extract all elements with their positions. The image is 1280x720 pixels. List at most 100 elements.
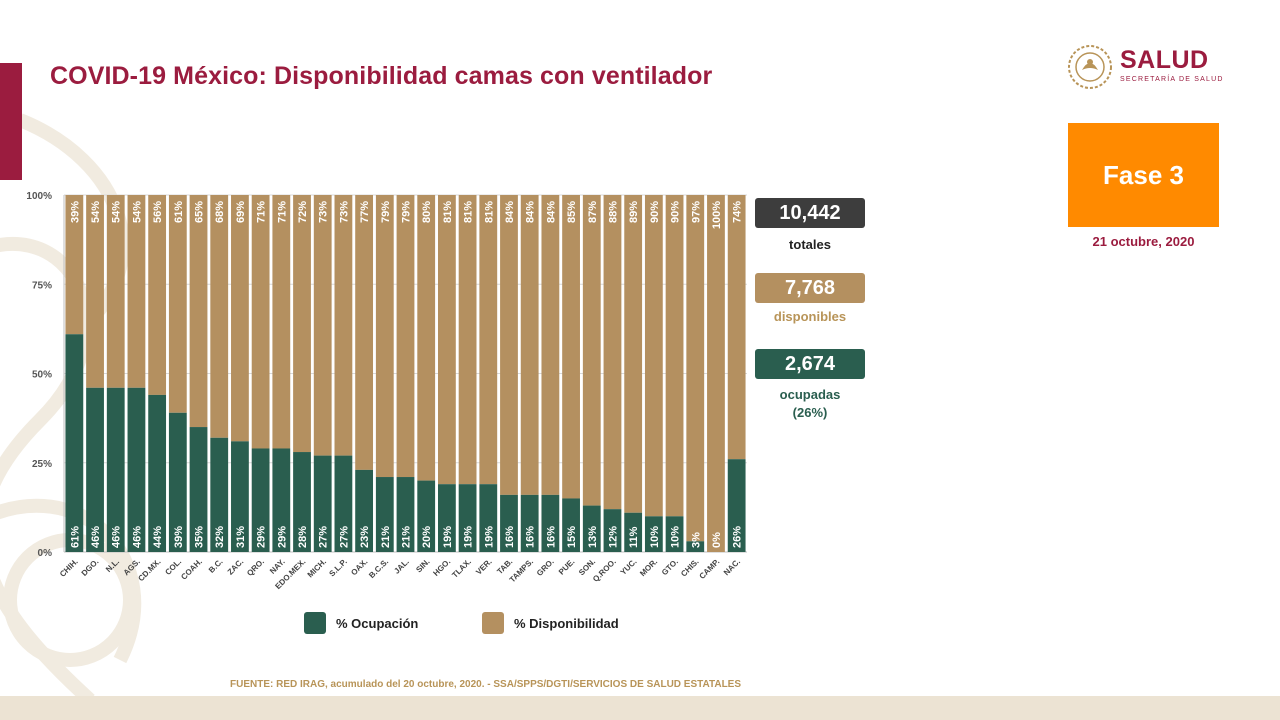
bar-occupancy xyxy=(603,509,622,552)
occupancy-data-label: 19% xyxy=(442,526,454,548)
bar-availability xyxy=(562,195,580,499)
y-tick-label: 25% xyxy=(32,459,52,470)
bar-occupancy xyxy=(417,480,436,552)
occupancy-data-label: 19% xyxy=(483,526,495,548)
eagle-emblem-icon xyxy=(1068,45,1112,89)
occupancy-data-label: 13% xyxy=(587,526,599,548)
occupancy-data-label: 29% xyxy=(276,526,288,548)
bar-availability xyxy=(168,195,187,413)
bar-availability xyxy=(541,195,560,495)
availability-data-label: 90% xyxy=(649,201,661,223)
bar-availability xyxy=(106,195,125,388)
bar-occupancy xyxy=(665,516,684,552)
x-tick-label: YUC. xyxy=(619,557,639,577)
bar-availability xyxy=(251,195,270,449)
availability-data-label: 68% xyxy=(214,201,226,223)
bar-availability xyxy=(603,195,622,510)
occupancy-data-label: 20% xyxy=(421,526,433,548)
bar-occupancy xyxy=(500,494,518,552)
total-box: 10,442 xyxy=(755,198,865,228)
bar-occupancy xyxy=(313,455,332,552)
bar-occupancy xyxy=(106,387,125,552)
occupancy-data-label: 3% xyxy=(690,532,702,548)
availability-data-label: 85% xyxy=(566,201,578,223)
availability-data-label: 84% xyxy=(525,201,537,223)
availability-data-label: 71% xyxy=(256,201,268,223)
bar-availability xyxy=(417,195,436,481)
bar-availability xyxy=(707,195,725,552)
bar-occupancy xyxy=(231,441,249,552)
bar-availability xyxy=(500,195,518,495)
availability-data-label: 81% xyxy=(442,201,454,223)
occupancy-data-label: 32% xyxy=(214,526,226,548)
bar-availability xyxy=(479,195,498,485)
bar-occupancy xyxy=(458,484,477,552)
x-tick-label: CHIH. xyxy=(58,557,80,579)
bar-occupancy xyxy=(479,484,498,552)
occupancy-data-label: 10% xyxy=(670,526,682,548)
x-tick-label: B.C.S. xyxy=(367,557,390,580)
bar-availability xyxy=(686,195,705,542)
bar-availability xyxy=(210,195,229,438)
logo-title: SALUD xyxy=(1120,46,1209,74)
x-tick-label: GRO. xyxy=(535,557,556,578)
availability-data-label: 56% xyxy=(152,201,164,223)
x-tick-label: VER. xyxy=(474,557,494,577)
occupancy-data-label: 28% xyxy=(297,526,309,548)
x-tick-label: HGO. xyxy=(431,557,452,578)
bar-availability xyxy=(65,195,84,335)
availability-data-label: 74% xyxy=(732,201,744,223)
bar-occupancy xyxy=(334,455,353,552)
availability-data-label: 80% xyxy=(421,201,433,223)
x-tick-label: PUE. xyxy=(557,557,577,577)
availability-data-label: 89% xyxy=(628,201,640,223)
x-tick-label: QRO. xyxy=(245,557,266,578)
available-box: 7,768 xyxy=(755,273,865,303)
x-tick-label: Q.ROO. xyxy=(591,557,618,584)
legend-availability: % Disponibilidad xyxy=(482,611,619,635)
occupancy-data-label: 26% xyxy=(732,526,744,548)
availability-data-label: 54% xyxy=(111,201,123,223)
availability-data-label: 87% xyxy=(587,201,599,223)
bar-availability xyxy=(437,195,456,485)
legend-availability-label: % Disponibilidad xyxy=(514,615,619,631)
phase-badge: Fase 3 xyxy=(1068,123,1219,227)
x-tick-label: DGO. xyxy=(80,557,101,578)
total-label: totales xyxy=(789,237,831,252)
source-note: FUENTE: RED IRAG, acumulado del 20 octub… xyxy=(230,679,742,690)
bar-availability xyxy=(86,195,104,388)
availability-data-label: 73% xyxy=(318,201,330,223)
x-tick-label: MOR. xyxy=(638,557,659,578)
occupied-box: 2,674 xyxy=(755,349,865,379)
availability-data-label: 65% xyxy=(194,201,206,223)
x-tick-label: CD.MX. xyxy=(136,557,162,583)
availability-data-label: 54% xyxy=(90,201,102,223)
bar-availability xyxy=(665,195,684,517)
bar-availability xyxy=(127,195,146,388)
bar-availability xyxy=(231,195,249,442)
bar-occupancy xyxy=(582,505,601,552)
bar-occupancy xyxy=(541,494,560,552)
bar-availability xyxy=(644,195,663,517)
bar-occupancy xyxy=(189,427,208,552)
bar-occupancy xyxy=(686,541,705,552)
availability-data-label: 100% xyxy=(711,201,723,229)
availability-data-label: 72% xyxy=(297,201,309,223)
legend-swatch-occupancy xyxy=(304,612,326,634)
occupancy-data-label: 46% xyxy=(90,526,102,548)
bar-occupancy xyxy=(562,498,580,552)
availability-data-label: 73% xyxy=(338,201,350,223)
availability-data-label: 79% xyxy=(401,201,413,223)
occupancy-data-label: 16% xyxy=(545,526,557,548)
bar-occupancy xyxy=(293,452,311,552)
x-tick-label: MICH. xyxy=(306,557,328,579)
occupancy-data-label: 15% xyxy=(566,526,578,548)
legend-occupancy: % Ocupación xyxy=(304,611,418,635)
bar-availability xyxy=(148,195,167,395)
occupancy-data-label: 11% xyxy=(628,526,640,548)
occupancy-data-label: 27% xyxy=(318,526,330,548)
bar-occupancy xyxy=(437,484,456,552)
y-tick-label: 0% xyxy=(38,548,53,559)
occupancy-data-label: 27% xyxy=(338,526,350,548)
bar-availability xyxy=(458,195,477,485)
